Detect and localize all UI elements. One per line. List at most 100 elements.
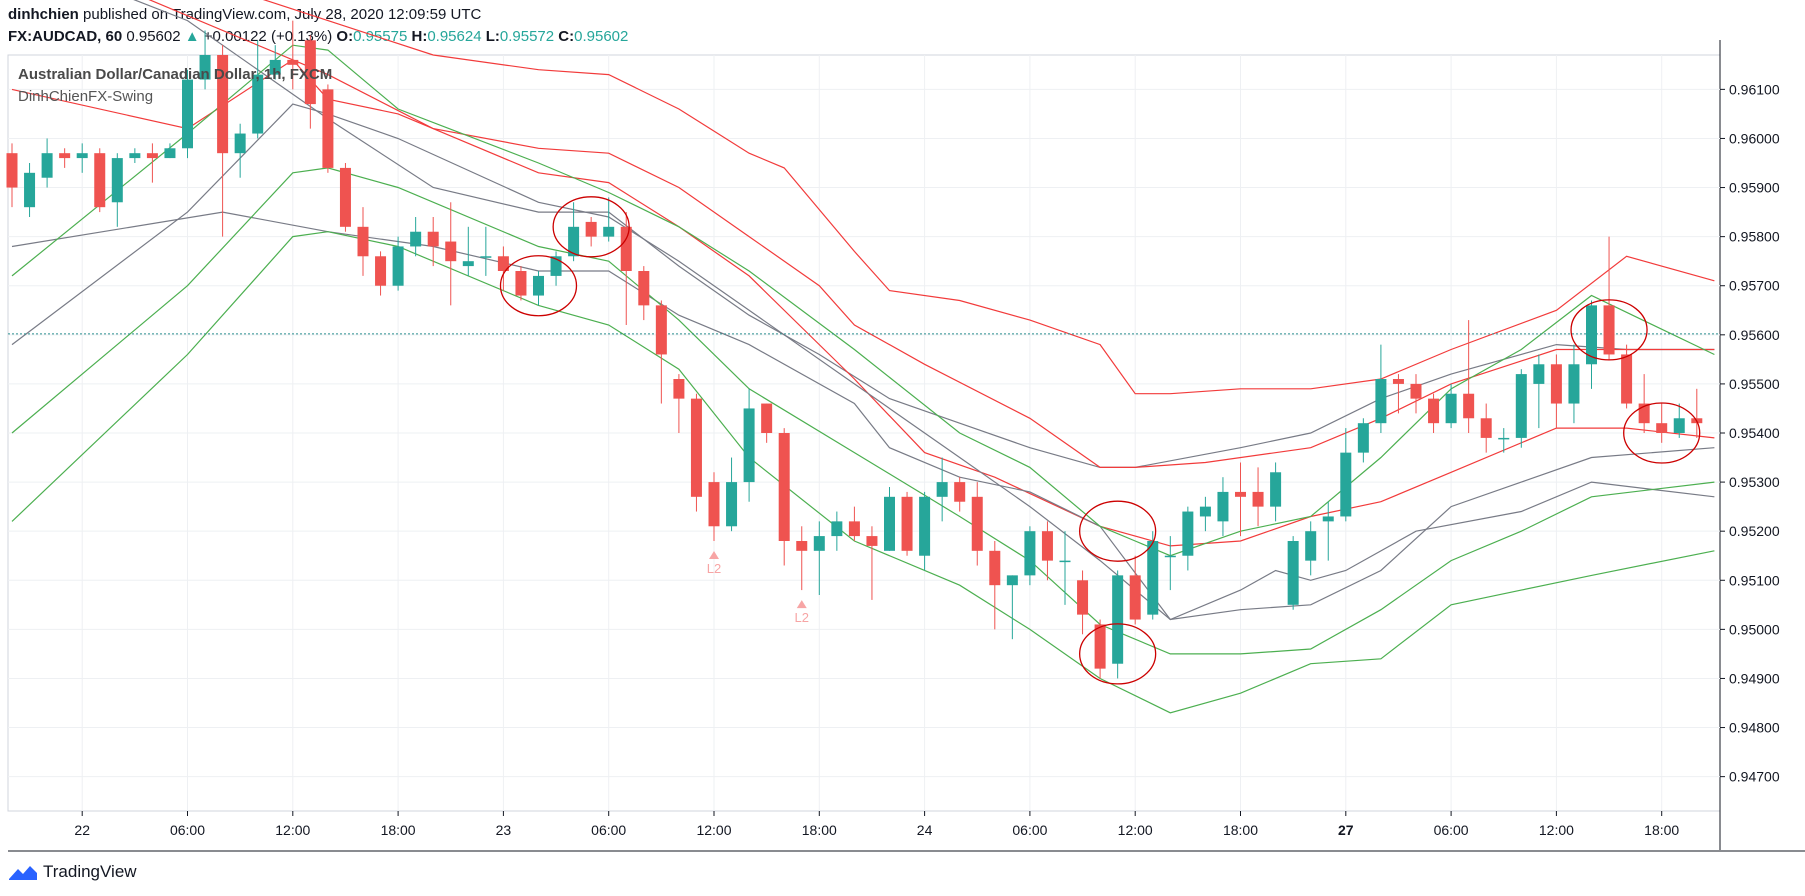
- x-tick-label: 12:00: [1118, 822, 1153, 838]
- candle-body: [111, 158, 123, 203]
- candle-body: [901, 496, 913, 551]
- candle-body: [1498, 437, 1510, 440]
- candle-body: [1077, 580, 1089, 615]
- candle-body: [269, 59, 281, 75]
- annotation-circle: [552, 196, 630, 258]
- candle-body: [1217, 491, 1229, 522]
- candle-body: [954, 482, 966, 502]
- marker-label: L2: [795, 610, 809, 625]
- x-tick-label: 23: [496, 822, 512, 838]
- candle-body: [1480, 418, 1492, 438]
- x-tick-label: 18:00: [1644, 822, 1679, 838]
- candle-body: [1340, 452, 1352, 517]
- y-tick-label: 0.96000: [1729, 130, 1780, 146]
- candle-body: [1287, 541, 1299, 605]
- open-value: 0.95575: [353, 28, 408, 45]
- x-tick-label: 12:00: [275, 822, 310, 838]
- candle-body: [1568, 364, 1580, 404]
- candle-body: [94, 153, 106, 208]
- candle-body: [1550, 364, 1562, 404]
- candle-body: [673, 379, 685, 399]
- high-value: 0.95624: [427, 28, 482, 45]
- candle-body: [1621, 354, 1633, 404]
- candle-body: [761, 403, 773, 433]
- candle-body: [304, 40, 316, 105]
- candle-body: [638, 271, 650, 306]
- chart-legend-title: Australian Dollar/Canadian Dollar, 1h, F…: [18, 66, 333, 83]
- band-line-lower-band3: [11, 231, 1715, 714]
- candle-body: [831, 521, 843, 537]
- band-line-mid-lower: [11, 211, 1715, 621]
- candle-body: [392, 246, 404, 286]
- y-tick-label: 0.95400: [1729, 425, 1780, 441]
- change-arrow-icon: ▲: [184, 28, 200, 45]
- band-line-upper-inner: [133, 0, 1715, 468]
- annotation-circle: [1623, 402, 1701, 464]
- marker-label: L2: [707, 561, 721, 576]
- annotation-circle: [1079, 500, 1157, 562]
- candle-body: [1656, 423, 1668, 433]
- candle-body: [1094, 624, 1106, 669]
- y-tick-label: 0.95200: [1729, 523, 1780, 539]
- candle-body: [322, 89, 334, 168]
- candle-body: [445, 241, 457, 262]
- symbol: FX:AUDCAD, 60: [8, 28, 123, 45]
- tradingview-logo-icon: [9, 866, 37, 880]
- candle-body: [287, 59, 299, 65]
- candle-body: [1112, 575, 1124, 664]
- low-label: L:: [485, 28, 500, 45]
- candle-body: [1603, 305, 1615, 355]
- author-name[interactable]: dinhchien: [8, 6, 79, 23]
- tradingview-brand[interactable]: TradingView: [8, 862, 137, 882]
- candle-body: [1375, 379, 1387, 424]
- candle-body: [497, 256, 509, 271]
- band-line-lower-band2: [11, 167, 1715, 655]
- candle-body: [568, 226, 580, 257]
- candle-body: [164, 148, 176, 159]
- y-tick-label: 0.95000: [1729, 621, 1780, 637]
- candle-body: [1445, 393, 1457, 424]
- y-tick-label: 0.95100: [1729, 572, 1780, 588]
- y-tick-label: 0.95900: [1729, 180, 1780, 196]
- band-line-lower-inner: [11, 103, 1715, 621]
- candle-body: [936, 482, 948, 497]
- candle-body: [357, 226, 369, 257]
- candle-body: [1270, 472, 1282, 507]
- x-tick-label: 06:00: [1012, 822, 1047, 838]
- candle-body: [1252, 491, 1264, 507]
- brand-name: TradingView: [43, 862, 137, 881]
- candle-body: [129, 153, 141, 159]
- x-tick-label: 24: [917, 822, 933, 838]
- y-tick-label: 0.95600: [1729, 327, 1780, 343]
- candle-body: [884, 496, 895, 551]
- candle-body: [1006, 575, 1018, 586]
- candle-body: [603, 226, 615, 237]
- y-tick-label: 0.95500: [1729, 376, 1780, 392]
- high-label: H:: [411, 28, 428, 45]
- candle-body: [655, 305, 667, 355]
- x-tick-label: 18:00: [802, 822, 837, 838]
- candle-body: [24, 172, 36, 208]
- indicator-name[interactable]: DinhChienFX-Swing: [18, 88, 154, 105]
- marker-triangle: [709, 551, 719, 559]
- candle-body: [375, 256, 387, 286]
- candle-body: [146, 153, 158, 159]
- candle-body: [1129, 575, 1141, 620]
- candle-body: [690, 398, 702, 497]
- annotation-circle: [1570, 299, 1648, 361]
- annotation-circle: [499, 255, 578, 317]
- x-tick-label: 18:00: [1223, 822, 1258, 838]
- candle-body: [1638, 403, 1650, 424]
- close-label: C:: [558, 28, 575, 45]
- candle-body: [182, 79, 193, 149]
- candle-body: [1235, 491, 1246, 497]
- y-tick-label: 0.96100: [1729, 81, 1780, 97]
- x-tick-label: 06:00: [1434, 822, 1469, 838]
- candle-body: [1024, 531, 1036, 576]
- candle-body: [217, 55, 229, 154]
- candle-body: [533, 275, 544, 296]
- candle-body: [1147, 541, 1159, 615]
- x-tick-label: 12:00: [696, 822, 731, 838]
- candle-body: [199, 55, 211, 80]
